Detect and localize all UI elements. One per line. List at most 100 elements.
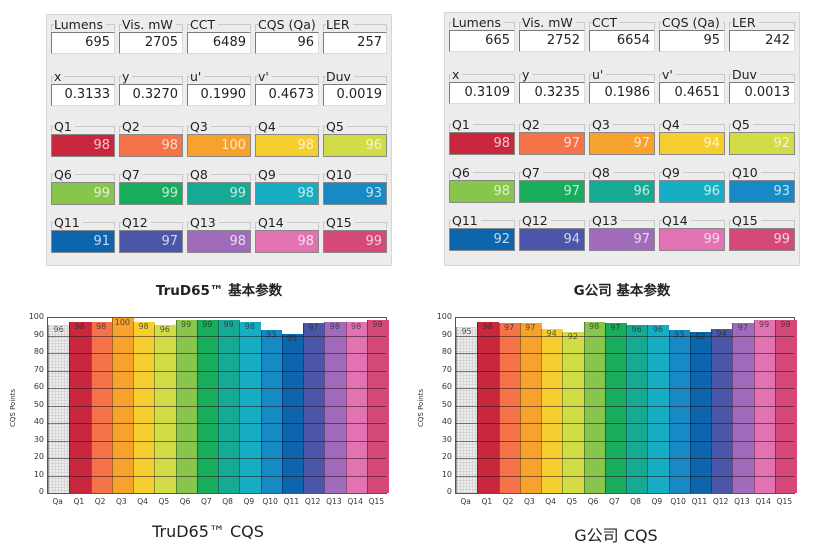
y-tick-label: 10 — [33, 469, 44, 479]
group-border — [51, 174, 115, 181]
field-label: Q9 — [662, 165, 683, 180]
field-group: Q11 92 — [449, 213, 515, 253]
value-field[interactable]: 695 — [51, 32, 115, 54]
group-border — [449, 74, 515, 81]
value-field[interactable]: 0.3235 — [519, 82, 585, 104]
field-label: Q11 — [54, 215, 83, 230]
color-sample-score-q4: 98 — [255, 134, 319, 157]
value-field[interactable]: 6654 — [589, 30, 655, 52]
gridline — [456, 458, 794, 459]
group-border — [187, 174, 251, 181]
field-group: Q12 97 — [119, 215, 183, 255]
x-tick-label: Q3 — [116, 497, 127, 506]
field-group: Q9 96 — [659, 165, 725, 205]
y-tick-label: 50 — [441, 399, 452, 409]
value-field[interactable]: 0.1986 — [589, 82, 655, 104]
value-field[interactable]: 0.3109 — [449, 82, 515, 104]
value-field[interactable]: 2752 — [519, 30, 585, 52]
plot-area: 96 98 98 100 98 96 99 99 99 98 93 91 97 98 98 99 — [47, 317, 389, 494]
field-label: Vis. mW — [122, 17, 176, 32]
field-label: Q4 — [662, 117, 683, 132]
value-field[interactable]: 665 — [449, 30, 515, 52]
x-tick-label: Q8 — [630, 497, 641, 506]
field-group: Q13 97 — [589, 213, 655, 253]
group-border — [729, 22, 795, 29]
gridline — [48, 335, 386, 337]
bar-value-label: 97 — [737, 323, 748, 333]
field-group: LER 257 — [323, 17, 387, 57]
field-label: Lumens — [452, 15, 504, 30]
gcompany-cqs-chart: 95 98 97 97 94 92 98 97 96 96 93 92 94 97 99 99 Qa Q1 Q2 Q3… — [408, 305, 832, 506]
field-label: Q6 — [54, 167, 75, 182]
x-tick-label: Q3 — [524, 497, 535, 506]
value-field[interactable]: 6489 — [187, 32, 251, 54]
y-tick-label: 80 — [441, 347, 452, 356]
gridline — [456, 353, 794, 354]
bar-value-label: 96 — [159, 325, 170, 334]
value-field[interactable]: 95 — [659, 30, 725, 52]
field-label: Q13 — [592, 213, 621, 228]
gridline — [48, 353, 386, 354]
value-field[interactable]: 257 — [323, 32, 387, 54]
y-tick-label: 20 — [33, 452, 44, 461]
color-sample-score-q1: 98 — [449, 132, 515, 155]
field-group: Q3 97 — [589, 117, 655, 157]
value-field[interactable]: 96 — [255, 32, 319, 54]
group-border — [187, 222, 251, 229]
value-field[interactable]: 0.3133 — [51, 84, 115, 106]
field-label: Q10 — [326, 167, 355, 182]
group-border — [255, 174, 319, 181]
field-label: Q1 — [54, 119, 75, 134]
bar-q10 — [260, 330, 283, 493]
y-tick-label: 70 — [441, 364, 452, 374]
field-label: Q5 — [732, 117, 753, 132]
value-field[interactable]: 2705 — [119, 32, 183, 54]
bar-q11 — [281, 333, 304, 493]
field-row: Q1 98 Q2 98 Q3 100 Q4 98 Q5 96 — [51, 119, 387, 159]
color-sample-score-q15: 99 — [323, 230, 387, 253]
field-group: CCT 6489 — [187, 17, 251, 57]
y-axis-label: CQS Points — [9, 388, 17, 427]
field-group: Q14 98 — [255, 215, 319, 255]
bar-value-label: 98 — [96, 321, 107, 331]
field-label: LER — [732, 15, 759, 30]
value-field[interactable]: 0.4673 — [255, 84, 319, 106]
bar-q12 — [303, 323, 325, 493]
field-label: Q6 — [452, 165, 473, 180]
value-field[interactable]: 0.3270 — [119, 84, 183, 106]
value-field[interactable]: 0.4651 — [659, 82, 725, 104]
field-group: x 0.3133 — [51, 69, 115, 109]
x-tick-label: Q14 — [347, 497, 363, 506]
group-border — [51, 222, 115, 229]
color-sample-score-q14: 99 — [659, 228, 725, 251]
gridline — [48, 440, 386, 442]
x-tick-label: Q15 — [776, 497, 793, 506]
value-field[interactable]: 0.0019 — [323, 84, 387, 106]
value-field[interactable]: 242 — [729, 30, 795, 52]
value-field[interactable]: 0.0013 — [729, 82, 795, 104]
bar-value-label: 93 — [669, 330, 690, 339]
field-group: u' 0.1986 — [589, 67, 655, 107]
field-row: Lumens 695 Vis. mW 2705 CCT 6489 CQS (Qa) 96 LER… — [51, 17, 387, 57]
x-tick-label: Q2 — [94, 497, 106, 506]
bar-qa — [48, 325, 70, 493]
color-sample-score-q9: 98 — [255, 182, 319, 205]
field-group: Q13 98 — [187, 215, 251, 255]
color-sample-score-q7: 97 — [519, 180, 585, 203]
field-group: Q10 93 — [323, 167, 387, 207]
y-tick-label: 50 — [33, 399, 44, 409]
gridline — [48, 388, 386, 389]
value-field[interactable]: 0.1990 — [187, 84, 251, 106]
y-tick-label: 70 — [33, 364, 44, 374]
x-tick-label: Q7 — [609, 497, 620, 506]
color-sample-score-q6: 99 — [51, 182, 115, 205]
gridline — [456, 335, 794, 337]
group-border — [449, 172, 515, 179]
field-group: Q2 98 — [119, 119, 183, 159]
bar-value-label: 99 — [223, 319, 234, 329]
field-group: Q14 99 — [659, 213, 725, 253]
field-row: Q6 98 Q7 97 Q8 96 Q9 96 Q10 93 — [449, 165, 795, 205]
field-label: Q5 — [326, 119, 347, 134]
y-tick-label: 10 — [441, 469, 452, 479]
group-border — [589, 22, 655, 29]
